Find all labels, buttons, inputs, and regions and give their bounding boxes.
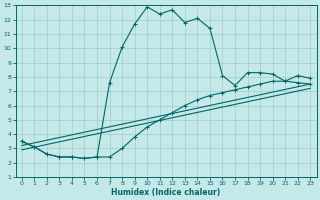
X-axis label: Humidex (Indice chaleur): Humidex (Indice chaleur) [111, 188, 221, 197]
